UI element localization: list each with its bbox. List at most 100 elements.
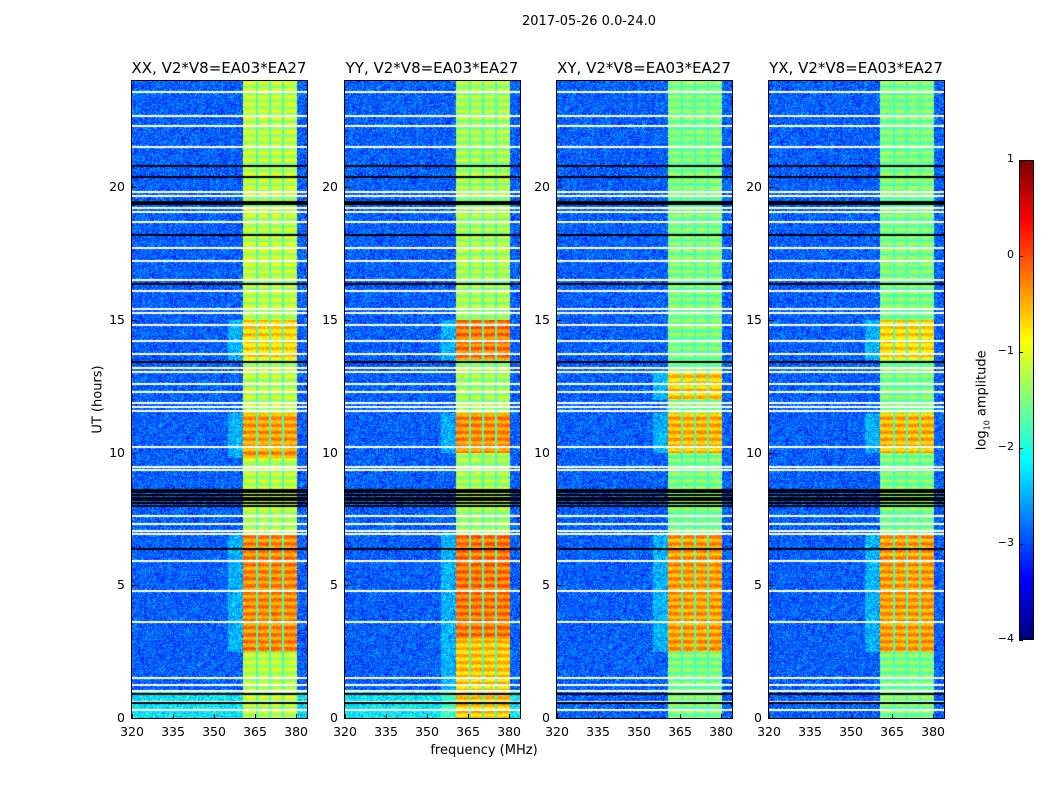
x-tick-label: 365 xyxy=(668,724,692,739)
heatmap-panel xyxy=(131,80,308,719)
heatmap-panel xyxy=(344,80,521,719)
y-tick-mark xyxy=(769,319,774,321)
x-tick-mark xyxy=(851,714,853,719)
x-tick-mark xyxy=(132,714,133,719)
x-tick-label: 350 xyxy=(202,724,226,739)
x-tick-label: 380 xyxy=(921,724,945,739)
x-tick-mark xyxy=(598,714,600,719)
y-tick-label: 0 xyxy=(330,710,338,725)
x-tick-mark xyxy=(255,714,257,719)
y-tick-label: 5 xyxy=(754,577,762,593)
y-tick-mark xyxy=(132,187,137,189)
colorbar-tick-mark xyxy=(1019,544,1023,545)
x-tick-mark xyxy=(680,714,682,719)
y-tick-mark xyxy=(769,187,774,189)
figure-title: 2017-05-26 0.0-24.0 xyxy=(522,14,656,29)
colorbar-label-rest: amplitude xyxy=(974,350,990,421)
y-tick-mark xyxy=(132,452,137,454)
colorbar-label: log10 amplitude xyxy=(975,335,992,465)
colorbar-tick-mark xyxy=(1019,256,1023,257)
heatmap-canvas xyxy=(132,81,307,718)
y-tick-mark xyxy=(769,452,774,454)
y-tick-mark xyxy=(769,718,774,719)
colorbar-label-sub: 10 xyxy=(982,420,992,431)
colorbar-tick-mark xyxy=(1019,160,1023,161)
y-tick-label: 15 xyxy=(322,311,338,327)
x-tick-mark xyxy=(721,714,723,719)
heatmap-canvas xyxy=(557,81,732,718)
x-tick-mark xyxy=(639,714,641,719)
y-tick-mark xyxy=(132,718,137,719)
x-tick-label: 350 xyxy=(415,724,439,739)
panel-title: YX, V2*V8=EA03*EA27 xyxy=(769,59,943,77)
x-tick-label: 380 xyxy=(709,724,733,739)
x-tick-label: 350 xyxy=(839,724,863,739)
y-tick-label: 20 xyxy=(109,179,125,195)
panel-title: XX, V2*V8=EA03*EA27 xyxy=(131,59,307,77)
x-tick-label: 320 xyxy=(120,724,144,739)
x-tick-mark xyxy=(933,714,935,719)
y-tick-label: 20 xyxy=(322,179,338,195)
y-tick-label: 0 xyxy=(542,710,550,725)
y-tick-mark xyxy=(557,319,562,321)
x-tick-label: 320 xyxy=(545,724,569,739)
colorbar-label-log: log xyxy=(974,430,990,451)
x-tick-mark xyxy=(345,714,346,719)
x-tick-mark xyxy=(468,714,470,719)
x-tick-label: 335 xyxy=(161,724,185,739)
x-tick-label: 335 xyxy=(798,724,822,739)
x-tick-label: 320 xyxy=(333,724,357,739)
x-tick-mark xyxy=(892,714,894,719)
colorbar-tick-label: 0 xyxy=(1007,248,1014,261)
x-axis-label: frequency (MHz) xyxy=(430,743,538,758)
colorbar-gradient xyxy=(1020,161,1033,639)
y-tick-label: 0 xyxy=(754,710,762,725)
x-tick-mark xyxy=(427,714,429,719)
x-tick-label: 335 xyxy=(586,724,610,739)
y-tick-label: 15 xyxy=(746,311,762,327)
y-tick-mark xyxy=(557,187,562,189)
x-tick-label: 350 xyxy=(627,724,651,739)
colorbar xyxy=(1019,160,1034,640)
x-tick-label: 320 xyxy=(757,724,781,739)
y-tick-label: 10 xyxy=(109,444,125,460)
y-tick-label: 10 xyxy=(322,444,338,460)
y-tick-mark xyxy=(557,585,562,587)
heatmap-panel xyxy=(768,80,945,719)
y-tick-mark xyxy=(557,452,562,454)
y-tick-mark xyxy=(769,585,774,587)
y-tick-label: 10 xyxy=(746,444,762,460)
x-tick-mark xyxy=(214,714,216,719)
x-tick-label: 365 xyxy=(243,724,267,739)
y-tick-mark xyxy=(345,319,350,321)
colorbar-tick-mark xyxy=(1019,352,1023,353)
colorbar-tick-mark xyxy=(1019,448,1023,449)
x-tick-label: 335 xyxy=(374,724,398,739)
heatmap-canvas xyxy=(345,81,520,718)
x-tick-label: 380 xyxy=(284,724,308,739)
x-tick-label: 365 xyxy=(456,724,480,739)
y-tick-label: 0 xyxy=(117,710,125,725)
x-tick-mark xyxy=(386,714,388,719)
x-tick-mark xyxy=(769,714,770,719)
panel-title: XY, V2*V8=EA03*EA27 xyxy=(557,59,731,77)
colorbar-tick-label: −4 xyxy=(997,632,1014,645)
panel-title: YY, V2*V8=EA03*EA27 xyxy=(345,59,519,77)
y-tick-mark xyxy=(132,585,137,587)
y-tick-label: 15 xyxy=(534,311,550,327)
colorbar-tick-label: −1 xyxy=(997,344,1014,357)
x-tick-mark xyxy=(296,714,298,719)
y-tick-mark xyxy=(345,718,350,719)
colorbar-tick-label: −2 xyxy=(997,440,1014,453)
colorbar-tick-label: −3 xyxy=(997,536,1014,549)
y-tick-mark xyxy=(557,718,562,719)
y-tick-label: 5 xyxy=(117,577,125,593)
x-tick-mark xyxy=(509,714,511,719)
x-tick-mark xyxy=(557,714,558,719)
y-axis-label: UT (hours) xyxy=(90,365,106,434)
y-tick-label: 15 xyxy=(109,311,125,327)
heatmap-canvas xyxy=(769,81,944,718)
x-tick-mark xyxy=(810,714,812,719)
heatmap-panel xyxy=(556,80,733,719)
y-tick-label: 20 xyxy=(534,179,550,195)
